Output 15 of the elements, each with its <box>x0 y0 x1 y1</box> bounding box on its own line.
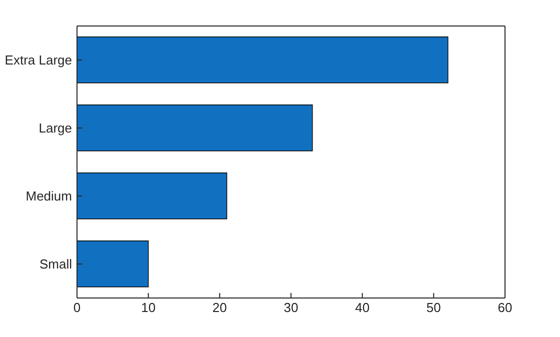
y-tick-label: Medium <box>26 188 72 204</box>
x-tick-label: 20 <box>212 300 227 316</box>
bar <box>77 240 149 288</box>
bar <box>77 172 228 220</box>
bar <box>77 104 313 152</box>
x-tick-label: 30 <box>284 300 298 316</box>
x-tick-label: 10 <box>141 300 156 316</box>
x-tick-label: 40 <box>355 300 370 316</box>
x-tick-label: 50 <box>426 300 441 316</box>
y-tick-label: Small <box>39 256 72 272</box>
x-tick-label: 0 <box>73 300 81 316</box>
y-tick-label: Large <box>38 120 72 136</box>
bar <box>77 36 448 84</box>
y-tick-label: Extra Large <box>4 52 72 68</box>
x-tick-label: 60 <box>498 300 512 316</box>
